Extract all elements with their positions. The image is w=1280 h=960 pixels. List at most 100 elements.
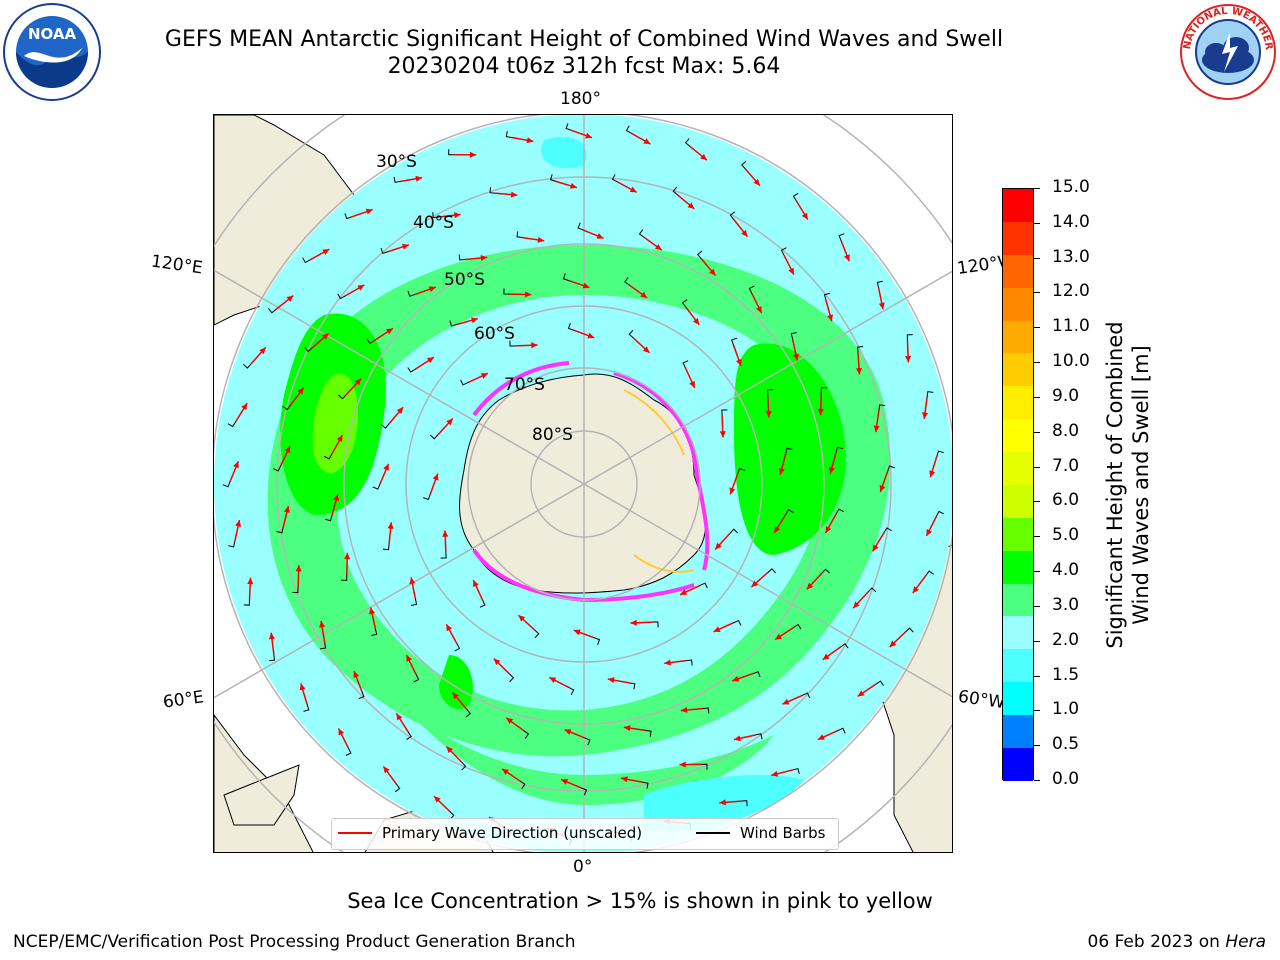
wave-arrow-head <box>573 629 581 636</box>
chart-subtitle: 20230204 t06z 312h fcst Max: 5.64 <box>387 54 781 79</box>
wave-arrow-head <box>383 766 390 774</box>
lon-label-60e: 60°E <box>161 687 206 713</box>
legend-item-wave-direction: Primary Wave Direction (unscaled) <box>338 824 642 842</box>
wave-arrow-head <box>426 357 434 364</box>
wave-arrow-head <box>471 317 478 324</box>
wave-arrow-head <box>857 690 865 697</box>
colorbar-tick-mark <box>1034 710 1040 712</box>
wave-arrow-head <box>446 624 453 632</box>
colorbar-tick-label: 7.0 <box>1052 455 1080 476</box>
lat-label-60s: 60°S <box>474 324 515 344</box>
wave-arrow-head <box>719 431 726 438</box>
wave-arrow-head <box>607 677 615 684</box>
wave-arrow-head <box>531 342 538 349</box>
wave-arrow-head <box>640 291 648 298</box>
colorbar-tick-mark <box>1034 745 1040 747</box>
wave-arrow-head <box>878 302 885 310</box>
wave-arrow-head <box>493 658 501 666</box>
wave-arrow-head <box>679 761 686 768</box>
wave-arrow-head <box>642 346 650 353</box>
colorbar-tick-label: 14.0 <box>1052 211 1090 232</box>
wave-arrow-head <box>299 683 306 691</box>
colorbar-segment <box>1003 287 1033 321</box>
colorbar-tick-mark <box>1034 431 1040 433</box>
wave-arrow-head <box>409 577 416 585</box>
colorbar-tick-mark <box>1034 466 1040 468</box>
wave-arrow-head <box>709 268 716 276</box>
wave-arrow-head <box>713 626 721 632</box>
colorbar-label-line1: Significant Height of Combined <box>1103 321 1127 649</box>
wave-arrow-head <box>912 586 919 594</box>
wave-arrow-head <box>383 463 389 471</box>
wave-arrow-head <box>510 191 518 198</box>
black-line-icon <box>696 832 730 834</box>
lat-label-80s: 80°S <box>532 425 573 445</box>
wave-arrow-head <box>782 698 790 705</box>
colorbar-tick-mark <box>1034 222 1040 224</box>
wave-arrow-head <box>732 675 740 682</box>
wave-arrow-head <box>729 487 736 495</box>
meridian-line <box>214 270 952 699</box>
colorbar-segment <box>1003 484 1033 518</box>
wave-arrow-head <box>629 186 637 193</box>
wave-arrow-head <box>396 407 404 414</box>
colorbar-tick-label: 11.0 <box>1052 316 1090 337</box>
sea-ice-caption: Sea Ice Concentration > 15% is shown in … <box>347 889 933 913</box>
colorbar-tick-label: 8.0 <box>1052 420 1080 441</box>
colorbar-tick-mark <box>1034 327 1040 329</box>
colorbar-tick-label: 10.0 <box>1052 351 1090 372</box>
colorbar-tick-label: 5.0 <box>1052 525 1080 546</box>
wave-arrow-head <box>582 282 590 289</box>
wave-arrow-head <box>873 425 880 433</box>
wave-arrow-head <box>259 347 266 355</box>
wave-arrow-head <box>297 387 304 395</box>
wave-arrow-head <box>855 367 863 375</box>
wave-arrow-head <box>689 380 695 388</box>
wave-arrow-head <box>817 408 824 416</box>
wave-arrow-head <box>469 151 477 158</box>
wave-arrow-head <box>692 317 700 325</box>
wave-arrow-head <box>889 640 897 648</box>
wave-arrow-head <box>596 233 604 239</box>
wave-arrow-head <box>788 267 794 275</box>
colorbar-tick-label: 0.5 <box>1052 734 1080 755</box>
wave-arrow-head <box>518 615 526 622</box>
lat-label-30s: 30°S <box>376 152 417 172</box>
wave-arrow-head <box>753 178 760 186</box>
wave-arrow-head <box>564 729 572 735</box>
wave-arrow-head <box>719 799 726 806</box>
wave-arrow-head <box>654 243 662 251</box>
wave-arrow-head <box>756 306 762 314</box>
colorbar-label-line2: Wind Waves and Swell [m] <box>1129 345 1153 625</box>
wave-arrow-head <box>446 418 453 426</box>
wave-arrow-head <box>715 542 722 550</box>
colorbar-segment <box>1003 419 1033 452</box>
wave-arrow-head <box>587 332 595 339</box>
colorbar-segment <box>1003 747 1033 781</box>
wave-arrow-head <box>442 530 449 537</box>
sea-ice-high <box>623 389 695 573</box>
wave-patch-1-5-2m-north <box>541 136 587 169</box>
lat-label-40s: 40°S <box>413 213 454 233</box>
wave-patch-4-5m-south <box>439 655 473 709</box>
wave-arrow-head <box>806 582 814 590</box>
colorbar-tick-mark <box>1034 780 1040 781</box>
wave-arrow-head <box>778 467 785 475</box>
wave-arrow-head <box>235 520 242 527</box>
wave-arrow-head <box>286 295 294 302</box>
legend-label-wind-barbs: Wind Barbs <box>740 824 826 842</box>
wave-arrow-head <box>283 506 290 513</box>
colorbar-segment <box>1003 254 1033 288</box>
colorbar-tick-label: 1.5 <box>1052 664 1080 685</box>
wave-arrow-head <box>480 254 488 262</box>
colorbar <box>1002 188 1034 781</box>
wave-arrow-head <box>401 243 409 250</box>
colorbar-tick-label: 6.0 <box>1052 490 1080 511</box>
colorbar-tick-mark <box>1034 292 1040 294</box>
wave-arrow-head <box>765 410 772 418</box>
wave-arrow-head <box>775 633 783 640</box>
colorbar-tick-label: 4.0 <box>1052 560 1080 581</box>
wave-arrow-head <box>680 589 688 595</box>
wave-arrow-head <box>879 484 886 492</box>
wave-arrow-head <box>247 577 254 585</box>
